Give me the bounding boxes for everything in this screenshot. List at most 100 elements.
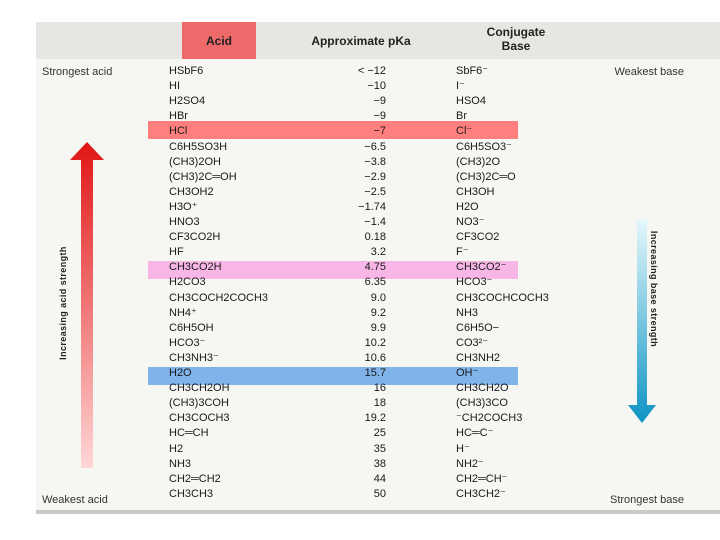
base-cell: OH⁻	[456, 367, 479, 379]
pka-cell: 4.75	[364, 261, 386, 274]
pka-cell: 0.18	[364, 231, 386, 244]
pka-cell: 10.2	[364, 336, 386, 349]
acid-cell: HCO3⁻	[169, 336, 206, 349]
table-row: HI −10 I⁻	[36, 78, 720, 94]
base-cell: F⁻	[456, 246, 469, 259]
base-cell: CF3CO2	[456, 231, 500, 244]
base-arrow	[628, 219, 656, 423]
increasing-acid-label: Increasing acid strength	[57, 246, 68, 360]
table-row: HCl −7 Cl⁻	[36, 123, 720, 139]
table-row: H2 35 H⁻	[36, 441, 720, 457]
acid-cell: (CH3)2C═OH	[169, 170, 237, 183]
pka-cell: −10	[367, 80, 386, 93]
highlight-hcl-row	[148, 121, 518, 139]
highlight-acetic-row	[148, 261, 518, 279]
pka-cell: 25	[373, 427, 386, 440]
header-base: Base	[501, 39, 531, 53]
pka-cell: 19.2	[364, 412, 386, 425]
table-row: H2CO3 6.35 HCO3⁻	[36, 274, 720, 290]
table-row: NH4⁺ 9.2 NH3	[36, 305, 720, 321]
table-row: H2O 15.7 OH⁻	[36, 365, 720, 381]
bottom-rule	[36, 510, 720, 514]
base-cell: Br	[456, 110, 467, 123]
table-row: H2SO4 −9 HSO4	[36, 93, 720, 109]
table-row: NH3 38 NH2⁻	[36, 456, 720, 472]
table-row: HNO3 −1.4 NO3⁻	[36, 214, 720, 230]
table-row: CH2═CH2 44 CH2═CH⁻	[36, 471, 720, 487]
pka-cell: < −12	[357, 65, 386, 77]
base-cell: H⁻	[456, 442, 470, 455]
base-cell: HC═C⁻	[456, 427, 494, 440]
base-cell: (CH3)3CO	[456, 397, 508, 410]
table-row: CH3CH3 50 CH3CH2⁻	[36, 486, 720, 502]
base-cell: CH3CO2⁻	[456, 261, 507, 274]
acid-cell: CH3CH3	[169, 487, 214, 500]
table-row: (CH3)2OH −3.8 (CH3)2O	[36, 154, 720, 170]
acid-cell: H2	[169, 442, 184, 455]
acid-cell: HNO3	[169, 216, 200, 228]
acid-cell: HC═CH	[169, 427, 209, 440]
acid-cell: CH3COCH3	[169, 412, 230, 425]
weakest-acid-label: Weakest acid	[42, 494, 108, 506]
increasing-base-label: Increasing base strength	[649, 230, 660, 348]
acid-cell: H2SO4	[169, 95, 206, 108]
acid-cell: CH3COCH2COCH3	[169, 291, 269, 304]
down-arrow-icon	[628, 219, 656, 423]
base-cell: C6H5O−	[456, 321, 500, 334]
acid-cell: CH3NH3⁻	[169, 351, 219, 364]
strongest-acid-label: Strongest acid	[42, 66, 113, 78]
pka-cell: −6.5	[364, 140, 386, 153]
pka-cell: −2.5	[364, 185, 386, 198]
table-row: HSbF6 < −12 SbF6⁻	[36, 63, 720, 79]
pka-cell: 15.7	[364, 367, 386, 379]
pka-cell: −9	[373, 110, 386, 123]
pka-table: Acid Approximate pKa Conjugate Base HSbF…	[36, 22, 720, 514]
base-cell: HSO4	[456, 95, 486, 108]
pka-cell: 9.2	[370, 306, 386, 319]
table-row: HBr −9 Br	[36, 108, 720, 124]
pka-cell: 16	[373, 382, 386, 395]
base-cell: CH3OH	[456, 185, 495, 198]
table-header: Acid Approximate pKa Conjugate Base	[36, 22, 720, 59]
header-pka: Approximate pKa	[311, 34, 411, 48]
base-cell: ⁻CH2COCH3	[456, 412, 523, 425]
base-cell: SbF6⁻	[456, 65, 489, 77]
pka-cell: 35	[373, 442, 386, 455]
table-row: (CH3)3COH 18 (CH3)3CO	[36, 395, 720, 411]
acid-cell: CH2═CH2	[169, 472, 221, 485]
acid-cell: C6H5OH	[169, 321, 214, 334]
pka-cell: −1.4	[364, 216, 386, 228]
acid-cell: CH3CH2OH	[169, 382, 230, 395]
pka-cell: 10.6	[364, 351, 386, 364]
acid-cell: H2O	[169, 367, 192, 379]
base-cell: CH3COCHCOCH3	[456, 291, 549, 304]
base-cell: HCO3⁻	[456, 276, 493, 289]
base-cell: Cl⁻	[456, 125, 473, 138]
acid-cell: HBr	[169, 110, 188, 123]
acid-arrow	[70, 142, 104, 468]
table-row: HC═CH 25 HC═C⁻	[36, 425, 720, 441]
base-cell: (CH3)2O	[456, 155, 501, 168]
acid-cell: C6H5SO3H	[169, 140, 228, 153]
header-conjugate: Conjugate	[486, 25, 546, 39]
base-cell: CH2═CH⁻	[456, 472, 508, 485]
acid-cell: H2CO3	[169, 276, 206, 289]
pka-cell: −1.74	[358, 200, 386, 213]
table-row: C6H5SO3H −6.5 C6H5SO3⁻	[36, 139, 720, 155]
base-cell: CH3CH2O	[456, 382, 509, 395]
pka-cell: 9.9	[370, 321, 386, 334]
table-row: CH3OH2 −2.5 CH3OH	[36, 184, 720, 200]
base-cell: CO3²⁻	[456, 336, 489, 349]
pka-cell: 44	[373, 472, 386, 485]
acid-cell: HCl	[169, 125, 188, 138]
base-cell: I⁻	[456, 80, 465, 93]
pka-cell: 6.35	[364, 276, 386, 289]
pka-cell: −2.9	[364, 170, 386, 183]
table-row: CH3CH2OH 16 CH3CH2O	[36, 380, 720, 396]
acid-cell: CH3OH2	[169, 185, 214, 198]
base-cell: CH3NH2	[456, 351, 501, 364]
acid-cell: CF3CO2H	[169, 231, 221, 244]
base-cell: NH2⁻	[456, 457, 484, 470]
base-cell: C6H5SO3⁻	[456, 140, 512, 153]
up-arrow-icon	[70, 142, 104, 468]
